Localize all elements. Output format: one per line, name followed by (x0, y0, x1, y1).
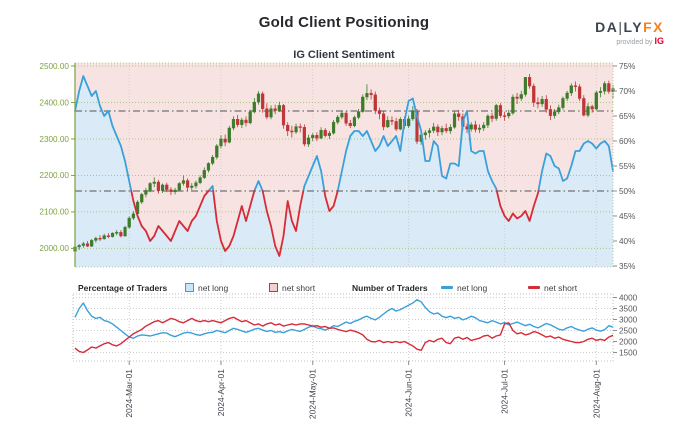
traders-axis-label: 2000 (619, 337, 638, 346)
legend-num-net-long: net long (441, 281, 487, 294)
main-chart-axes: 2500.00 2400.00 2300.00 2200.00 2100.00 2000.… (39, 62, 635, 271)
date-tick-label: 2024-Apr-01 (216, 369, 226, 417)
date-tick-label: 2024-Jul-01 (500, 369, 510, 414)
net-long-square-swatch (185, 283, 194, 292)
x-axis-date-labels: 2024-Mar-01 2024-Apr-01 2024-May-01 2024-Ju… (124, 361, 601, 419)
price-axis-label: 2300.00 (39, 135, 69, 144)
legend-percentage-title: Percentage of Traders (78, 282, 168, 293)
percent-axis-label: 40% (619, 237, 635, 246)
date-tick-label: 2024-May-01 (308, 369, 318, 419)
logo-bar-glyph: | (618, 19, 624, 35)
percent-axis-label: 45% (619, 212, 635, 221)
price-axis-label: 2000.00 (39, 244, 69, 253)
price-axis-label: 2200.00 (39, 171, 69, 180)
traders-axis-label: 1500 (619, 348, 638, 357)
legend-num-net-short: net short (528, 281, 577, 294)
dailyfx-wordmark: DA|LYFX (595, 19, 664, 35)
ig-logo-text: IG (654, 36, 664, 46)
percent-axis-label: 70% (619, 87, 635, 96)
percent-axis-label: 50% (619, 187, 635, 196)
lower-chart: 4000 3500 3000 2500 2000 1500 (72, 293, 638, 362)
percent-axis-label: 55% (619, 162, 635, 171)
price-axis-label: 2100.00 (39, 208, 69, 217)
traders-axis-label: 2500 (619, 326, 638, 335)
net-long-line-swatch (441, 286, 453, 289)
traders-count-line-net-long (74, 299, 614, 339)
provided-by-ig: provided by IG (616, 36, 664, 47)
date-tick-label: 2024-Mar-01 (124, 369, 134, 418)
chart-legend: Percentage of Traders net long net short… (0, 281, 680, 294)
traders-axis-label: 3500 (619, 304, 638, 313)
percent-axis-label: 75% (619, 62, 635, 71)
sentiment-line (74, 75, 614, 257)
percent-axis-label: 65% (619, 112, 635, 121)
legend-number-title: Number of Traders (352, 282, 428, 293)
traders-count-line-net-short (74, 316, 614, 354)
legend-pct-net-long: net long (185, 281, 228, 294)
traders-axis-label: 4000 (619, 293, 638, 302)
price-axis-label: 2400.00 (39, 98, 69, 107)
page-title: Gold Client Positioning (258, 14, 430, 31)
net-short-square-swatch (269, 283, 278, 292)
net-short-pct-line (130, 190, 540, 257)
legend-pct-net-short: net short (269, 281, 315, 294)
net-short-line-swatch (528, 286, 540, 289)
chart-subtitle: IG Client Sentiment (293, 49, 395, 61)
percent-axis-label: 60% (619, 137, 635, 146)
traders-axis-label: 3000 (619, 315, 638, 324)
date-tick-label: 2024-Jun-01 (404, 369, 414, 417)
date-tick-label: 2024-Aug-01 (591, 369, 601, 418)
net-long-pct-line (74, 75, 614, 192)
dailyfx-logo: DA|LYFX provided by IG (595, 20, 664, 46)
reference-lines (75, 110, 613, 192)
candlestick-layer (73, 74, 615, 255)
price-axis-label: 2500.00 (39, 62, 69, 71)
logo-fx-text: FX (643, 19, 664, 35)
percent-axis-label: 35% (619, 262, 635, 271)
